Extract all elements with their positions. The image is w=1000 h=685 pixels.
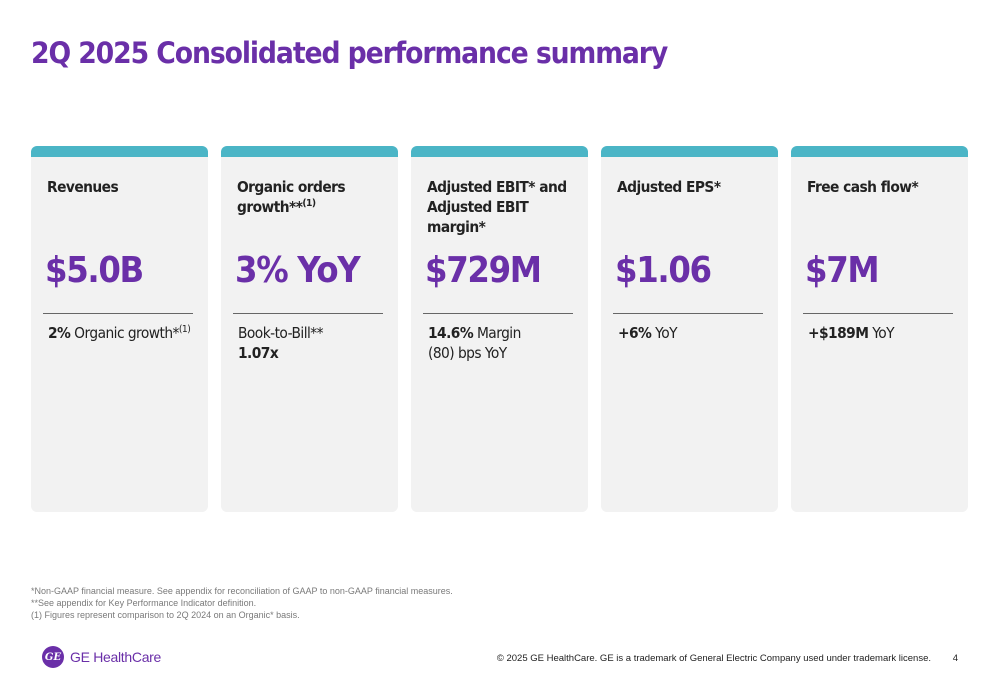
divider xyxy=(613,313,763,314)
footnotes: *Non-GAAP financial measure. See appendi… xyxy=(31,585,453,621)
card-label: Organic orders growth**(1) xyxy=(237,178,346,216)
copyright-notice: © 2025 GE HealthCare. GE is a trademark … xyxy=(496,653,931,664)
card-label: Revenues xyxy=(47,178,119,196)
card-accent-bar xyxy=(411,146,588,157)
card-value: $5.0B xyxy=(45,250,144,291)
card-free-cash-flow: Free cash flow* $7M +$189M YoY xyxy=(791,146,968,512)
card-detail: +6% YoY xyxy=(618,324,678,342)
divider xyxy=(233,313,383,314)
card-value: $729M xyxy=(425,250,542,291)
divider xyxy=(803,313,953,314)
card-detail: 14.6% Margin (80) bps YoY xyxy=(428,324,521,362)
footnote: (1) Figures represent comparison to 2Q 2… xyxy=(31,610,300,620)
card-value: 3% YoY xyxy=(235,250,361,291)
card-label: Free cash flow* xyxy=(807,178,919,196)
card-value: $1.06 xyxy=(615,250,712,291)
kpi-cards: Revenues $5.0B 2% Organic growth*(1) Org… xyxy=(31,146,968,512)
card-label: Adjusted EBIT* and Adjusted EBIT margin* xyxy=(427,178,567,236)
card-detail: 2% Organic growth*(1) xyxy=(48,324,191,342)
card-revenues: Revenues $5.0B 2% Organic growth*(1) xyxy=(31,146,208,512)
company-logo: GE GE HealthCare xyxy=(42,646,161,668)
card-detail: +$189M YoY xyxy=(808,324,895,342)
card-accent-bar xyxy=(221,146,398,157)
card-adjusted-eps: Adjusted EPS* $1.06 +6% YoY xyxy=(601,146,778,512)
ge-monogram-icon: GE xyxy=(42,646,64,668)
card-accent-bar xyxy=(31,146,208,157)
card-detail: Book-to-Bill** 1.07x xyxy=(238,324,324,362)
divider xyxy=(43,313,193,314)
divider xyxy=(423,313,573,314)
logo-text: GE HealthCare xyxy=(70,649,162,665)
footnote: **See appendix for Key Performance Indic… xyxy=(31,598,257,608)
card-value: $7M xyxy=(805,250,880,291)
page-number: 4 xyxy=(952,653,958,664)
card-accent-bar xyxy=(601,146,778,157)
card-accent-bar xyxy=(791,146,968,157)
card-label: Adjusted EPS* xyxy=(617,178,721,196)
card-adjusted-ebit: Adjusted EBIT* and Adjusted EBIT margin*… xyxy=(411,146,588,512)
page-title: 2Q 2025 Consolidated performance summary xyxy=(31,36,668,70)
card-organic-orders: Organic orders growth**(1) 3% YoY Book-t… xyxy=(221,146,398,512)
footnote: *Non-GAAP financial measure. See appendi… xyxy=(31,586,453,596)
